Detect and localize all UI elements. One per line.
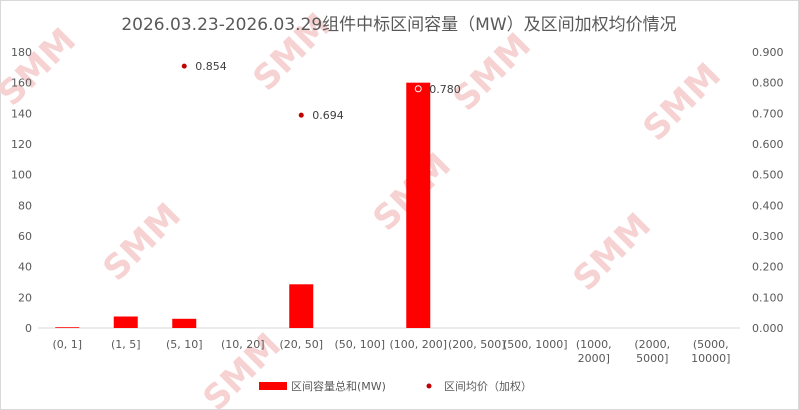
y-left-tick-label: 80 [18,199,32,212]
y-left-tick-label: 160 [11,77,32,90]
y-left-tick-label: 0 [25,322,32,335]
x-tick-label: (0, 1] [52,338,82,351]
y-right-tick-label: 0.000 [752,322,784,335]
x-tick-label: (500, 1000] [503,338,568,351]
y-right-tick-label: 0.900 [752,46,784,59]
y-left-tick-label: 140 [11,107,32,120]
svg-text:SMM: SMM [0,20,84,113]
point [181,63,187,69]
y-right-tick-label: 0.500 [752,169,784,182]
y-left-tick-label: 20 [18,291,32,304]
watermark: SMM [0,20,84,113]
watermark: SMM [565,205,658,298]
y-left-tick-label: 60 [18,230,32,243]
y-axis-left: 0 20 40 60 80 100 120 140 160 180 [11,46,32,335]
svg-text:SMM: SMM [445,25,538,118]
bar [113,316,138,328]
bar-series [55,82,431,329]
y-right-tick-label: 0.800 [752,77,784,90]
y-right-tick-label: 0.700 [752,107,784,120]
watermark: SMM [95,195,188,288]
legend-point-label: 区间均价（加权） [444,380,532,393]
y-right-tick-label: 0.600 [752,138,784,151]
x-tick-label: (1, 5] [111,338,141,351]
watermark: SMM [445,25,538,118]
x-tick-label: (5000, 10000] [691,338,730,365]
bar [172,318,197,328]
x-tick-label: (5, 10] [166,338,203,351]
chart-title: 2026.03.23-2026.03.29组件中标区间容量（MW）及区间加权均价… [121,15,676,35]
point-data-label: 0.780 [429,83,461,96]
y-right-tick-label: 0.200 [752,261,784,274]
point [414,85,422,93]
bar [406,82,431,329]
bar [55,327,80,328]
legend-bar-swatch [259,382,287,390]
svg-text:SMM: SMM [565,205,658,298]
watermark: SMM [635,55,728,148]
x-tick-label: (10, 20] [221,338,265,351]
x-tick-label: (20, 50] [279,338,323,351]
y-axis-right: 0.000 0.100 0.200 0.300 0.400 0.500 0.600 0.700… [752,46,784,335]
x-tick-label: (50, 100] [334,338,385,351]
bar [289,284,314,328]
point-data-label: 0.694 [312,109,344,122]
point [298,112,304,118]
legend-bar-label: 区间容量总和(MW) [291,379,386,393]
x-axis: (0, 1] (1, 5] (5, 10] (10, 20] (20, 50] (50, … [52,338,730,365]
legend-point-swatch [426,383,432,389]
y-right-tick-label: 0.400 [752,199,784,212]
x-tick-label: (100, 200] [389,338,447,351]
point-data-label: 0.854 [195,60,227,73]
y-left-tick-label: 120 [11,138,32,151]
y-right-tick-label: 0.300 [752,230,784,243]
x-tick-label: (200, 500] [448,338,506,351]
y-left-tick-label: 40 [18,261,32,274]
legend: 区间容量总和(MW) 区间均价（加权） [259,379,532,393]
svg-text:SMM: SMM [635,55,728,148]
svg-text:SMM: SMM [95,195,188,288]
y-left-tick-label: 180 [11,46,32,59]
x-tick-label: (2000, 5000] [634,338,670,365]
point-series: 0.854 0.694 0.780 [181,60,461,122]
x-tick-label: (1000, 2000] [576,338,612,365]
y-left-tick-label: 100 [11,169,32,182]
y-right-tick-label: 0.100 [752,291,784,304]
